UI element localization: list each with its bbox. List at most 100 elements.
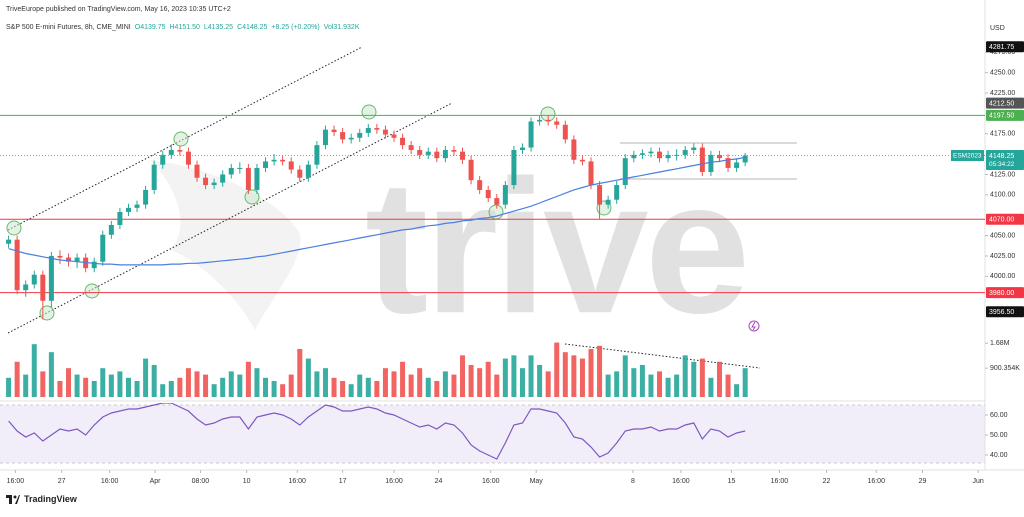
candle-body — [648, 151, 654, 154]
candle-body — [579, 159, 585, 162]
candle-body — [66, 257, 72, 262]
candle-body — [185, 151, 191, 165]
volume-bar — [168, 380, 174, 397]
candle-body — [263, 161, 269, 168]
volume-bar — [477, 368, 483, 397]
volume-bar — [597, 345, 603, 397]
candle-body — [160, 154, 166, 165]
volume-bar — [245, 361, 251, 397]
volume-bar — [699, 358, 705, 397]
level-tag-bg — [986, 109, 1024, 121]
price-tag-bg — [986, 306, 1024, 318]
volume-bar — [382, 368, 388, 397]
volume-bar — [314, 371, 320, 397]
last-price: 4148.25 — [989, 153, 1014, 160]
candle-body — [528, 121, 534, 148]
y-tick-label: 900.354K — [990, 365, 1020, 372]
plot: 4275.00 4250.00 4225.00 4175.00 4125.00 4100.… — [0, 41, 1024, 485]
volume-bar — [237, 374, 243, 397]
volume-bar — [160, 384, 166, 397]
volume-bar — [357, 374, 363, 397]
x-tick-label: 29 — [919, 478, 927, 485]
candle-body — [434, 151, 440, 159]
y-tick-label: 4000.00 — [990, 273, 1015, 280]
x-tick-label: Apr — [150, 478, 162, 485]
candle-body — [460, 151, 466, 160]
candle-body — [23, 284, 29, 291]
candle-body — [562, 124, 568, 140]
candle-body — [708, 154, 714, 173]
volume-bar — [143, 358, 149, 397]
volume-bar — [194, 371, 200, 397]
candle-body — [725, 158, 731, 168]
candle-body — [288, 161, 294, 170]
candle-body — [314, 145, 320, 165]
volume-bar — [631, 368, 637, 397]
volume-bar — [263, 377, 269, 397]
volume-bar — [271, 380, 277, 397]
candle-body — [322, 129, 328, 146]
alert-icon[interactable] — [748, 320, 760, 332]
volume-bar — [14, 361, 20, 397]
candle-body — [177, 150, 183, 152]
volume-bar — [494, 374, 500, 397]
volume-bar — [657, 371, 663, 397]
rsi-line — [8, 403, 746, 460]
y-tick-label: 1.68M — [990, 340, 1010, 347]
candle-body — [742, 155, 748, 163]
candle-body — [511, 150, 517, 186]
y-tick-label: 4025.00 — [990, 253, 1015, 260]
volume-bar — [502, 358, 508, 397]
volume-bar — [734, 384, 740, 397]
brand-name: TradingView — [24, 494, 77, 504]
candle-body — [716, 154, 722, 159]
candle-body — [31, 274, 37, 285]
volume-bar — [374, 380, 380, 397]
candle-body — [57, 255, 63, 258]
x-tick-label: 16:00 — [288, 478, 306, 485]
candle-body — [597, 185, 603, 205]
publisher: TriveEurope published on TradingView.com… — [6, 6, 231, 13]
price-pane — [0, 114, 985, 320]
candle-body — [271, 159, 277, 162]
volume-bar — [297, 348, 303, 397]
volume-bar — [322, 368, 328, 397]
x-tick-label: 16:00 — [482, 478, 500, 485]
candle-body — [408, 145, 414, 151]
candle-body — [614, 185, 620, 200]
candle-body — [74, 257, 80, 262]
x-tick-label: May — [530, 478, 544, 485]
candle-body — [280, 159, 286, 162]
candle-body — [682, 150, 688, 155]
volume-bar — [528, 355, 534, 397]
symbol-tag-bg — [951, 150, 984, 162]
x-tick-label: 17 — [339, 478, 347, 485]
marker-circle — [173, 131, 189, 147]
volume-bar — [417, 368, 423, 397]
volume-bar — [6, 377, 12, 397]
candle-body — [639, 153, 645, 155]
alert-circle[interactable] — [748, 320, 760, 332]
volume-bar — [537, 364, 543, 397]
level-tag: 4070.00 — [989, 217, 1014, 224]
volume-bar — [639, 364, 645, 397]
volume-bar — [331, 377, 337, 397]
candle-body — [254, 167, 260, 190]
brand: TradingView — [6, 494, 77, 504]
volume-bar — [468, 364, 474, 397]
candle-body — [151, 164, 157, 190]
legend-value: +8.25 (+0.20%) — [271, 24, 320, 31]
y-tick-label: 4250.00 — [990, 69, 1015, 76]
y-tick-label: 4100.00 — [990, 192, 1015, 199]
candle-body — [100, 234, 106, 262]
brand-logo — [6, 494, 20, 504]
marker-circle — [6, 220, 22, 236]
candle-body — [143, 189, 149, 205]
candle-body — [425, 151, 431, 155]
y-tick-label: 60.00 — [990, 412, 1008, 419]
candle-body — [382, 129, 388, 135]
price-tag-bg — [986, 97, 1024, 109]
volume-bar — [23, 374, 29, 397]
watermark-shape — [150, 160, 301, 330]
volume-bar — [554, 342, 560, 397]
